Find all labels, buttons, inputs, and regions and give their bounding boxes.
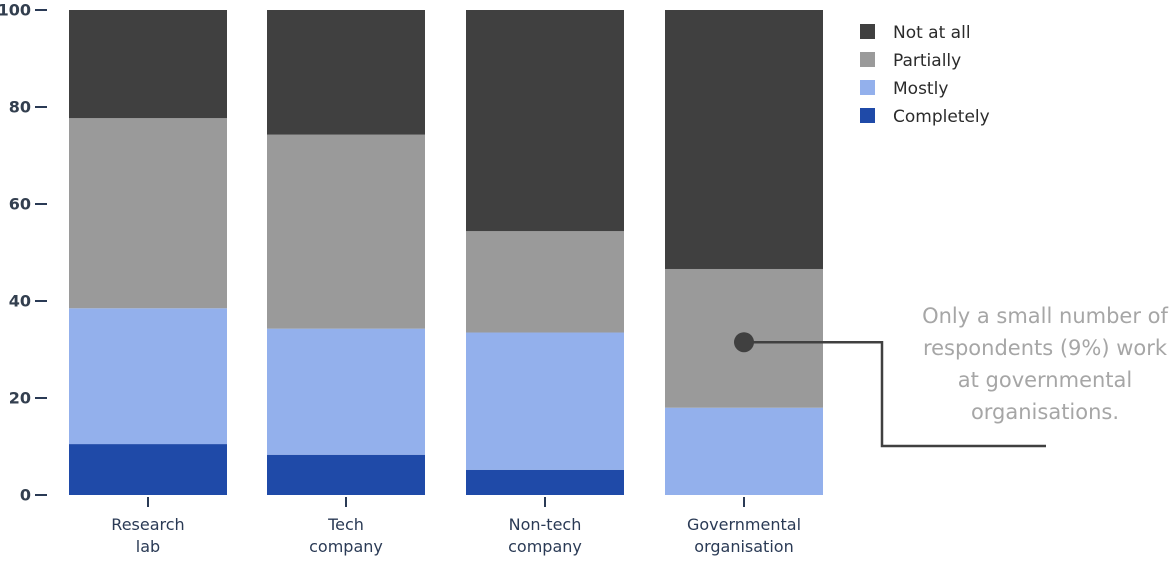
x-tick-label: company	[309, 537, 383, 556]
bar-segment-not-at-all	[69, 10, 227, 119]
x-tick-label: company	[508, 537, 582, 556]
annotation-text: at governmental	[958, 368, 1133, 392]
legend-label: Not at all	[893, 23, 971, 43]
legend-swatch	[860, 24, 875, 39]
annotation-text: respondents (9%) work	[923, 336, 1168, 360]
legend-label: Mostly	[893, 79, 948, 99]
bar-segment-not-at-all	[466, 10, 624, 232]
x-tick-label: lab	[136, 537, 160, 556]
y-tick-label: 40	[9, 292, 31, 311]
bar-segment-completely	[267, 454, 425, 495]
bar-segment-partially	[466, 231, 624, 333]
annotation-text: Only a small number of	[922, 304, 1168, 328]
legend-swatch	[860, 80, 875, 95]
y-tick-label: 60	[9, 195, 31, 214]
bar-segment-not-at-all	[665, 10, 823, 269]
bar-segment-not-at-all	[267, 10, 425, 135]
annotation-dot	[734, 332, 754, 353]
x-tick-label: Tech	[327, 515, 364, 534]
x-tick-label: Research	[111, 515, 184, 534]
bar-segment-mostly	[267, 328, 425, 455]
x-tick-label: Non-tech	[509, 515, 582, 534]
annotation-leader-line	[744, 340, 1046, 448]
bar-segment-completely	[69, 444, 227, 495]
legend-swatch	[860, 108, 875, 123]
legend-label: Completely	[893, 107, 990, 127]
annotation-text: organisations.	[971, 400, 1119, 424]
legend-swatch	[860, 52, 875, 67]
bar-segment-partially	[267, 134, 425, 329]
x-tick-label: Governmental	[687, 515, 801, 534]
y-tick-label: 80	[9, 98, 31, 117]
x-tick-label: organisation	[694, 537, 793, 556]
bar-segment-mostly	[69, 308, 227, 445]
y-tick-label: 0	[20, 486, 31, 505]
y-tick-label: 100	[0, 1, 31, 20]
bar-segment-mostly	[466, 332, 624, 470]
bar-segment-completely	[466, 469, 624, 495]
y-tick-label: 20	[9, 389, 31, 408]
bar-segment-mostly	[665, 407, 823, 495]
bar-segment-partially	[69, 118, 227, 309]
legend-label: Partially	[893, 51, 961, 71]
